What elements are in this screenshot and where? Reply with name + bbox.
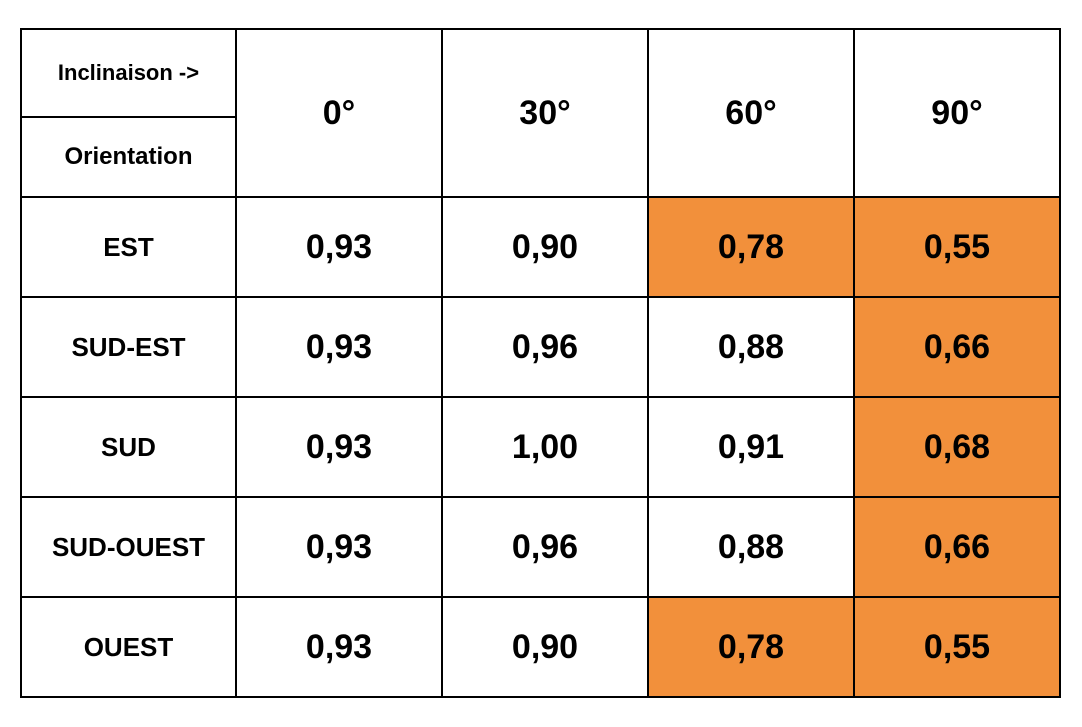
row-label-sud-ouest: SUD-OUEST <box>21 497 236 597</box>
cell-value: 0,91 <box>648 397 854 497</box>
cell-value: 0,66 <box>854 497 1060 597</box>
cell-value: 0,90 <box>442 197 648 297</box>
table-row: OUEST 0,93 0,90 0,78 0,55 <box>21 597 1060 697</box>
cell-value: 0,93 <box>236 597 442 697</box>
cell-value: 1,00 <box>442 397 648 497</box>
row-label-sud-est: SUD-EST <box>21 297 236 397</box>
cell-value: 0,55 <box>854 197 1060 297</box>
table-header-row-1: Inclinaison -> 0° 30° 60° 90° <box>21 29 1060 117</box>
cell-value: 0,66 <box>854 297 1060 397</box>
cell-value: 0,93 <box>236 197 442 297</box>
header-col-90: 90° <box>854 29 1060 197</box>
cell-value: 0,78 <box>648 197 854 297</box>
cell-value: 0,90 <box>442 597 648 697</box>
row-label-est: EST <box>21 197 236 297</box>
row-label-sud: SUD <box>21 397 236 497</box>
header-col-30: 30° <box>442 29 648 197</box>
header-col-60: 60° <box>648 29 854 197</box>
cell-value: 0,93 <box>236 497 442 597</box>
cell-value: 0,78 <box>648 597 854 697</box>
table-row: EST 0,93 0,90 0,78 0,55 <box>21 197 1060 297</box>
cell-value: 0,93 <box>236 297 442 397</box>
row-label-ouest: OUEST <box>21 597 236 697</box>
cell-value: 0,68 <box>854 397 1060 497</box>
cell-value: 0,88 <box>648 497 854 597</box>
cell-value: 0,96 <box>442 497 648 597</box>
table-row: SUD-EST 0,93 0,96 0,88 0,66 <box>21 297 1060 397</box>
cell-value: 0,88 <box>648 297 854 397</box>
header-inclinaison: Inclinaison -> <box>21 29 236 117</box>
header-orientation: Orientation <box>21 117 236 197</box>
table-row: SUD-OUEST 0,93 0,96 0,88 0,66 <box>21 497 1060 597</box>
orientation-inclination-table: Inclinaison -> 0° 30° 60° 90° Orientatio… <box>20 28 1061 698</box>
header-col-0: 0° <box>236 29 442 197</box>
table-row: SUD 0,93 1,00 0,91 0,68 <box>21 397 1060 497</box>
cell-value: 0,55 <box>854 597 1060 697</box>
cell-value: 0,93 <box>236 397 442 497</box>
cell-value: 0,96 <box>442 297 648 397</box>
